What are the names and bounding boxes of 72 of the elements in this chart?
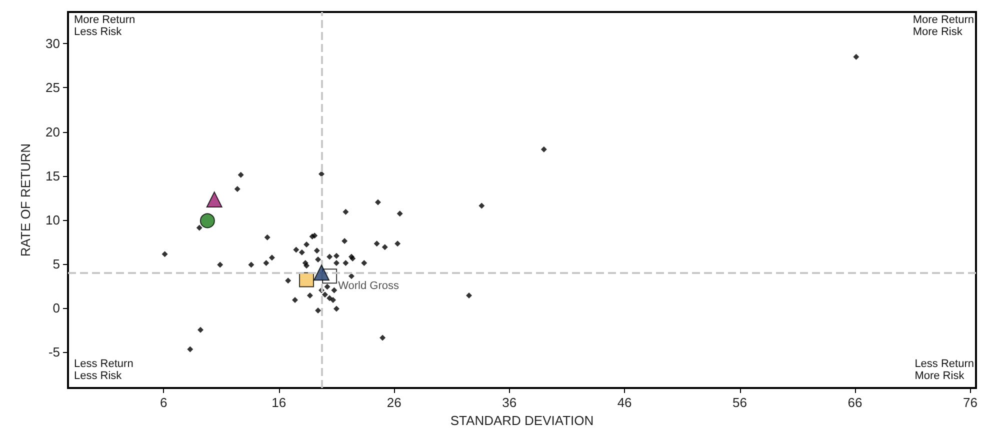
y-axis-title: RATE OF RETURN [18,143,33,257]
point [333,260,340,266]
point [187,346,194,352]
point [382,244,388,250]
y-tick-label: 15 [46,168,60,184]
point [342,208,349,215]
point [299,272,314,288]
point [198,326,204,333]
x-tick-label: 56 [732,395,748,410]
annotation: More Return More Risk [912,14,974,38]
point [248,262,254,268]
x-tick-label: 36 [502,395,517,410]
point [217,262,224,268]
point [322,292,328,298]
point [466,292,472,299]
point [314,264,330,281]
y-tick-label: -5 [48,344,60,360]
point [333,252,340,259]
x-axis-title: STANDARD DEVIATION [450,412,594,428]
point [238,172,244,178]
point [200,213,215,228]
point [312,232,318,239]
annotation: Less Return Less Risk [74,358,134,382]
point [326,254,333,260]
point [263,260,270,266]
point [396,210,403,217]
point [304,262,310,269]
point [315,256,322,262]
point [374,199,381,206]
point [162,251,168,258]
point [315,308,322,314]
point [342,238,348,244]
point [331,287,338,294]
point [333,306,340,312]
point [264,234,270,240]
y-tick-label: 10 [46,212,60,228]
point [380,334,386,341]
x-tick-label: 16 [272,395,286,410]
point [348,273,354,280]
point [853,54,860,60]
y-tick-label: 0 [52,300,60,316]
point [324,284,330,290]
point [314,248,320,254]
point [304,241,310,248]
point [478,202,485,209]
point [206,192,222,208]
y-tick-label: 20 [46,124,60,140]
x-tick-label: 66 [848,395,862,410]
series-label: World Gross [338,280,400,292]
point [330,296,336,303]
point [285,278,292,284]
point [306,292,313,299]
point [298,249,305,256]
y-tick-label: 25 [46,80,60,96]
y-tick-label: 30 [46,36,60,52]
point [196,224,202,231]
point [268,254,275,261]
x-tick-label: 26 [386,395,402,410]
point [374,240,380,247]
point [361,260,368,266]
annotation: More Return Less Risk [74,14,136,38]
point [234,186,240,192]
x-tick-label: 6 [160,395,168,410]
point [293,246,300,253]
point [540,146,547,152]
point [394,240,401,247]
x-tick-label: 76 [963,395,978,410]
point [342,260,349,266]
annotation: Less Return More Risk [914,358,974,382]
y-tick-label: 5 [52,256,60,272]
point [292,296,298,303]
x-tick-label: 46 [617,395,632,410]
